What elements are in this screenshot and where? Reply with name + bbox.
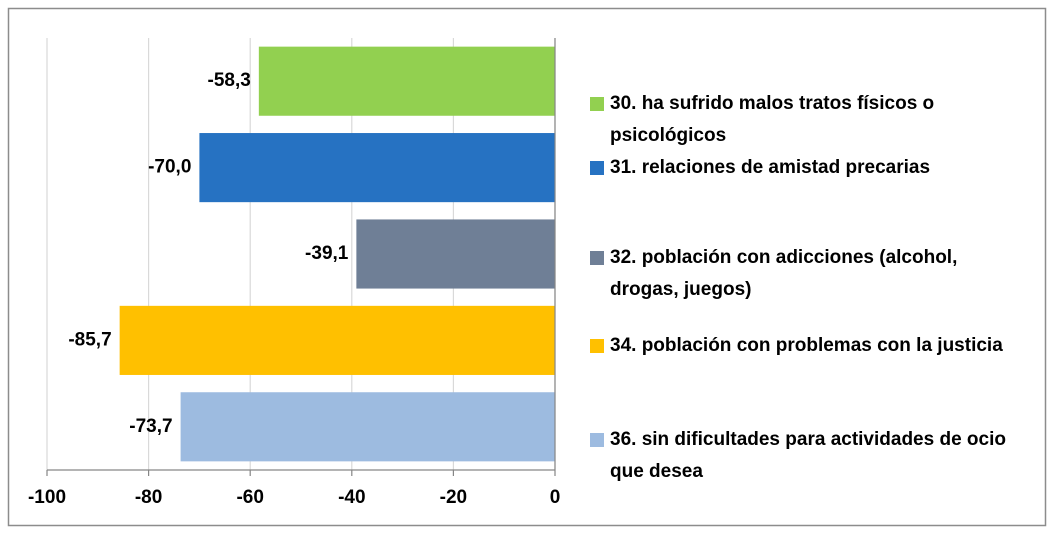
data-label: -85,7 <box>68 329 111 350</box>
x-tick-label: -20 <box>440 487 467 508</box>
legend-item: 34. población con problemas con la justi… <box>590 330 1030 362</box>
data-label: -39,1 <box>305 243 349 264</box>
legend-swatch <box>590 251 604 265</box>
legend-swatch <box>590 339 604 353</box>
data-label: -58,3 <box>208 70 251 91</box>
x-tick-label: -40 <box>338 487 365 508</box>
data-label: -70,0 <box>148 157 191 178</box>
legend-item: 31. relaciones de amistad precarias <box>590 152 1030 184</box>
bar <box>119 305 556 375</box>
bar <box>356 219 555 289</box>
legend-swatch <box>590 97 604 111</box>
bar <box>199 133 555 203</box>
x-tick-label: -100 <box>28 487 66 508</box>
x-tick-label: -60 <box>236 487 263 508</box>
bar <box>180 392 555 462</box>
legend-label: 31. relaciones de amistad precarias <box>610 157 931 178</box>
x-tick-label: -80 <box>135 487 162 508</box>
chart-border <box>7 7 1047 527</box>
legend-item: 32. población con adicciones (alcohol, d… <box>590 242 1030 306</box>
legend-label: 32. población con adicciones (alcohol, d… <box>610 247 958 300</box>
legend-label: 36. sin dificultades para actividades de… <box>610 429 1006 482</box>
data-label: -73,7 <box>129 416 172 437</box>
legend-swatch <box>590 433 604 447</box>
legend-item: 36. sin dificultades para actividades de… <box>590 424 1030 488</box>
legend-item: 30. ha sufrido malos tratos físicos o ps… <box>590 88 1030 152</box>
legend-label: 30. ha sufrido malos tratos físicos o ps… <box>610 93 935 146</box>
x-tick-label: 0 <box>550 487 561 508</box>
legend-label: 34. población con problemas con la justi… <box>610 335 1003 356</box>
legend-swatch <box>590 161 604 175</box>
bar <box>258 46 555 116</box>
